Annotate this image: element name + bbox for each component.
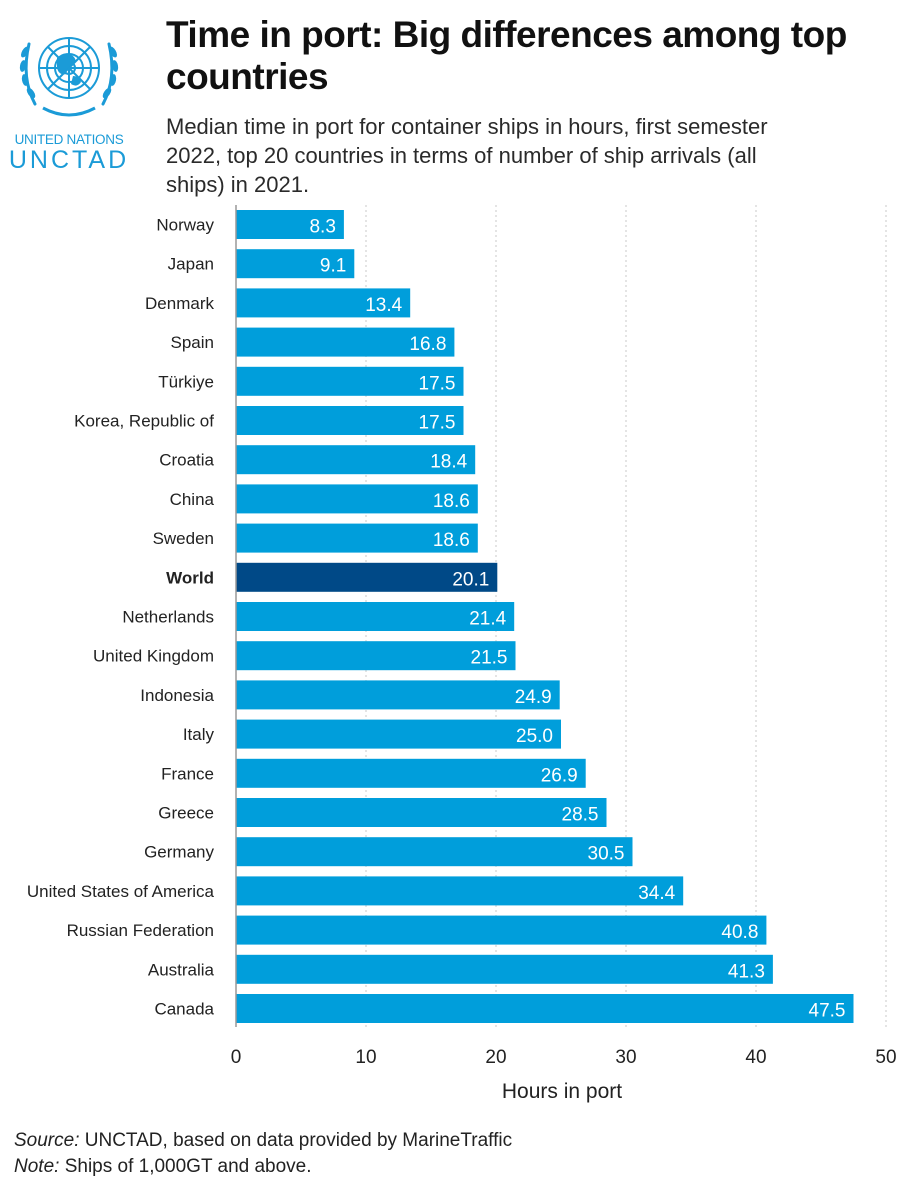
chart-subtitle: Median time in port for container ships … — [166, 114, 768, 197]
data-label: 17.5 — [419, 413, 456, 434]
category-label: France — [161, 764, 214, 783]
data-label: 41.3 — [728, 961, 765, 982]
unctad-logo: UNITED NATIONS UNCTAD — [8, 18, 130, 178]
data-label: 21.5 — [471, 648, 508, 669]
bar — [236, 641, 516, 671]
bar — [236, 719, 561, 749]
category-label: Russian Federation — [67, 921, 214, 940]
category-label: Germany — [144, 843, 214, 862]
category-label: Italy — [183, 725, 215, 744]
category-label: Greece — [158, 804, 214, 823]
bar — [236, 288, 411, 318]
data-label: 21.4 — [469, 609, 506, 630]
data-label: 18.6 — [433, 491, 470, 512]
category-label: Korea, Republic of — [74, 412, 214, 431]
x-tick-label: 50 — [875, 1047, 896, 1068]
data-label: 25.0 — [516, 726, 553, 747]
bar — [236, 876, 684, 906]
data-label: 34.4 — [638, 883, 675, 904]
bar — [236, 758, 586, 788]
category-label: China — [170, 490, 215, 509]
bar — [236, 249, 355, 279]
data-label: 20.1 — [452, 569, 489, 590]
bar — [236, 523, 478, 553]
category-label: Sweden — [153, 529, 214, 548]
category-label: Croatia — [159, 451, 214, 470]
data-label: 40.8 — [721, 922, 758, 943]
data-label: 24.9 — [515, 687, 552, 708]
data-label: 18.6 — [433, 530, 470, 551]
data-label: 16.8 — [409, 334, 446, 355]
bar — [236, 837, 633, 867]
chart-title: Time in port: Big differences among top … — [166, 14, 847, 97]
bar — [236, 406, 464, 435]
data-label: 8.3 — [309, 217, 335, 238]
data-label: 28.5 — [562, 805, 599, 826]
org-short-name: UNCTAD — [8, 146, 130, 174]
note-text: Ships of 1,000GT and above. — [59, 1156, 312, 1177]
bar — [236, 915, 767, 945]
x-tick-label: 0 — [231, 1047, 242, 1068]
bar — [236, 954, 773, 984]
data-label: 26.9 — [541, 765, 578, 786]
category-label: Netherlands — [122, 608, 214, 627]
data-label: 13.4 — [365, 295, 402, 316]
data-label: 47.5 — [809, 1001, 846, 1022]
bar — [236, 602, 515, 631]
data-label: 18.4 — [430, 452, 467, 473]
bar — [236, 445, 476, 475]
category-label: United States of America — [27, 882, 215, 901]
x-tick-label: 40 — [745, 1047, 766, 1068]
source-line: Source: UNCTAD, based on data provided b… — [14, 1128, 512, 1154]
category-label: World — [166, 568, 214, 587]
category-label: Norway — [156, 216, 214, 235]
bar — [236, 798, 607, 827]
bar — [236, 680, 560, 710]
source-label: Source: — [14, 1130, 80, 1151]
note-line: Note: Ships of 1,000GT and above. — [14, 1154, 512, 1180]
bar — [236, 994, 854, 1023]
note-label: Note: — [14, 1156, 60, 1177]
source-text: UNCTAD, based on data provided by Marine… — [79, 1130, 513, 1151]
data-label: 17.5 — [419, 373, 456, 394]
bar-chart: Norway 8.3 Japan 9.1 Denmark 13.4 Spain 16.8 Tür… — [27, 205, 897, 1103]
x-tick-label: 30 — [615, 1047, 636, 1068]
un-emblem-icon — [19, 37, 119, 117]
chart-footer: Source: UNCTAD, based on data provided b… — [14, 1128, 512, 1180]
data-label: 30.5 — [588, 844, 625, 865]
category-label: Japan — [168, 255, 214, 274]
category-label: Indonesia — [140, 686, 214, 705]
category-label: Canada — [154, 1000, 214, 1019]
data-label: 9.1 — [320, 256, 346, 277]
bar — [236, 327, 455, 357]
bar — [236, 210, 344, 239]
org-name: UNITED NATIONS — [14, 132, 124, 147]
bar — [236, 366, 464, 396]
bar — [236, 484, 478, 514]
category-label: United Kingdom — [93, 647, 214, 666]
x-tick-label: 10 — [355, 1047, 376, 1068]
category-label: Türkiye — [158, 372, 214, 391]
category-label: Spain — [171, 333, 214, 352]
category-label: Denmark — [145, 294, 214, 313]
x-tick-label: 20 — [485, 1047, 506, 1068]
bar — [236, 562, 498, 592]
x-axis-label: Hours in port — [502, 1080, 622, 1103]
category-label: Australia — [148, 960, 215, 979]
